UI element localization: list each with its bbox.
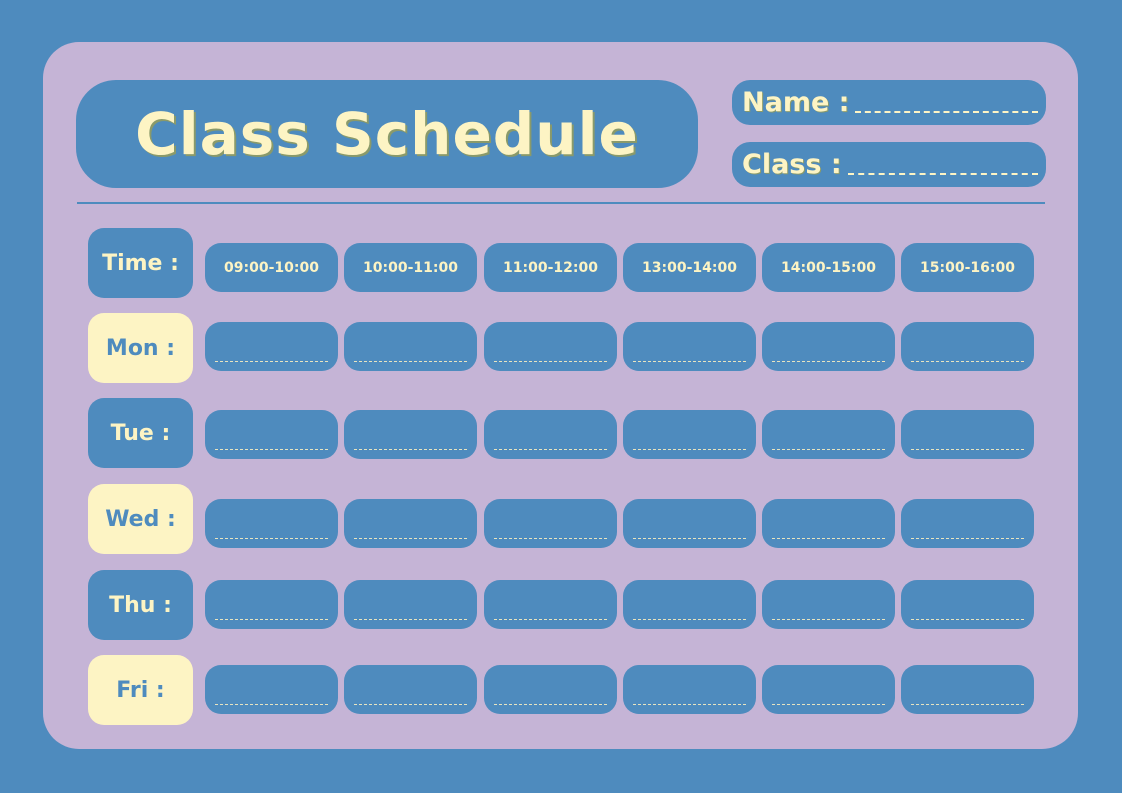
name-label: Name : [742,87,850,118]
schedule-cell[interactable] [623,322,756,371]
time-slot-header: 10:00-11:00 [344,243,477,292]
blank-line [354,538,467,539]
schedule-cell[interactable] [623,580,756,629]
blank-line [633,619,746,620]
blank-line [772,361,885,362]
blank-line [215,449,328,450]
blank-line [911,704,1024,705]
schedule-cell[interactable] [762,410,895,459]
blank-line [911,361,1024,362]
schedule-cell[interactable] [762,665,895,714]
day-label: Fri : [88,655,193,725]
schedule-cell[interactable] [623,499,756,548]
schedule-cell[interactable] [205,499,338,548]
class-label: Class : [742,149,842,180]
schedule-cell[interactable] [623,410,756,459]
blank-line [354,619,467,620]
name-field[interactable]: Name : [732,80,1046,125]
time-slot-header: 13:00-14:00 [623,243,756,292]
blank-line [354,704,467,705]
schedule-cell[interactable] [901,410,1034,459]
schedule-cell[interactable] [901,665,1034,714]
title-banner: Class Schedule [76,80,698,188]
blank-line [494,538,607,539]
time-slot-header: 11:00-12:00 [484,243,617,292]
schedule-cell[interactable] [484,410,617,459]
blank-line [633,449,746,450]
blank-line [772,704,885,705]
class-blank-line[interactable] [847,172,1038,175]
schedule-cell[interactable] [762,580,895,629]
schedule-cell[interactable] [205,410,338,459]
blank-line [633,704,746,705]
schedule-cell[interactable] [484,499,617,548]
class-field[interactable]: Class : [732,142,1046,187]
day-label: Tue : [88,398,193,468]
blank-line [911,538,1024,539]
schedule-cell[interactable] [901,580,1034,629]
name-blank-line[interactable] [855,110,1038,113]
schedule-cell[interactable] [344,499,477,548]
schedule-cell[interactable] [344,322,477,371]
schedule-cell[interactable] [484,322,617,371]
blank-line [772,538,885,539]
schedule-cell[interactable] [205,322,338,371]
blank-line [911,449,1024,450]
blank-line [215,538,328,539]
blank-line [772,449,885,450]
blank-line [215,619,328,620]
time-slot-header: 15:00-16:00 [901,243,1034,292]
schedule-cell[interactable] [901,322,1034,371]
schedule-cell[interactable] [623,665,756,714]
blank-line [354,449,467,450]
blank-line [494,704,607,705]
schedule-cell[interactable] [901,499,1034,548]
day-label: Wed : [88,484,193,554]
blank-line [494,449,607,450]
blank-line [354,361,467,362]
schedule-cell[interactable] [205,665,338,714]
page-title: Class Schedule [135,100,639,168]
day-label: Thu : [88,570,193,640]
day-label: Mon : [88,313,193,383]
time-slot-header: 14:00-15:00 [762,243,895,292]
blank-line [633,538,746,539]
time-header-label: Time : [88,228,193,298]
divider [77,202,1045,204]
schedule-cell[interactable] [484,580,617,629]
blank-line [494,619,607,620]
blank-line [494,361,607,362]
time-slot-header: 09:00-10:00 [205,243,338,292]
blank-line [911,619,1024,620]
schedule-cell[interactable] [762,322,895,371]
schedule-cell[interactable] [205,580,338,629]
schedule-cell[interactable] [762,499,895,548]
blank-line [215,704,328,705]
schedule-cell[interactable] [344,665,477,714]
blank-line [772,619,885,620]
blank-line [215,361,328,362]
schedule-cell[interactable] [344,580,477,629]
schedule-cell[interactable] [344,410,477,459]
schedule-cell[interactable] [484,665,617,714]
blank-line [633,361,746,362]
